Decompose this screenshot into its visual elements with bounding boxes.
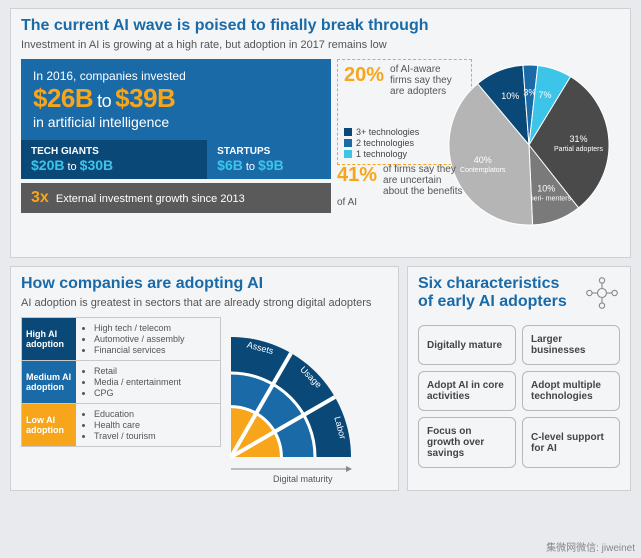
su-value: $6Bto$9B xyxy=(217,157,321,173)
legend-swatch xyxy=(344,128,352,136)
six-card: Digitally mature xyxy=(418,325,516,365)
tg-to: to xyxy=(64,161,79,173)
top-left-col: In 2016, companies invested $26Bto$39B i… xyxy=(21,59,331,249)
adopt-table: High AI adoptionHigh tech / telecomAutom… xyxy=(21,317,221,482)
radial-svg: AssetsUsageLabor xyxy=(223,317,388,477)
su-to: to xyxy=(243,161,258,173)
radial-chart: AssetsUsageLabor Digital maturity xyxy=(223,317,388,482)
invest-lead: In 2016, companies invested xyxy=(33,69,319,83)
external-growth-row: 3x External investment growth since 2013 xyxy=(21,183,331,213)
tg-value: $20Bto$30B xyxy=(31,157,197,173)
adopt-item: Media / entertainment xyxy=(94,377,216,387)
panel-six: Six characteristics of early AI adopters… xyxy=(407,266,631,491)
top-right-col: 20% of AI-aware firms say they are adopt… xyxy=(337,59,620,249)
adopt-item: Automotive / assembly xyxy=(94,334,216,344)
page-root: The current AI wave is poised to finally… xyxy=(0,0,641,507)
legend-swatch xyxy=(344,139,352,147)
adopt-item: CPG xyxy=(94,388,216,398)
tg-label: TECH GIANTS xyxy=(31,146,197,157)
adopt-subtitle: AI adoption is greatest in sectors that … xyxy=(21,297,388,309)
adopt-items: RetailMedia / entertainmentCPG xyxy=(76,361,220,403)
bottom-row: How companies are adopting AI AI adoptio… xyxy=(10,266,631,499)
six-card: Larger businesses xyxy=(522,325,620,365)
adopt-tag: High AI adoption xyxy=(22,318,76,360)
six-card: Focus on growth over savings xyxy=(418,417,516,468)
six-header: Six characteristics of early AI adopters xyxy=(418,275,620,315)
legend-swatch xyxy=(344,150,352,158)
adopt-item: Retail xyxy=(94,366,216,376)
adopt-tag: Low AI adoption xyxy=(22,404,76,446)
top-grid: In 2016, companies invested $26Bto$39B i… xyxy=(21,59,620,249)
investment-box: In 2016, companies invested $26Bto$39B i… xyxy=(21,59,331,140)
ext-text: External investment growth since 2013 xyxy=(56,193,245,205)
su-label: STARTUPS xyxy=(217,146,321,157)
six-card: Adopt multiple technologies xyxy=(522,371,620,411)
network-icon xyxy=(584,275,620,311)
six-title: Six characteristics of early AI adopters xyxy=(418,275,576,311)
six-card: C-level support for AI xyxy=(522,417,620,468)
pie-slice-label: 40% xyxy=(474,155,492,165)
pie-slice-label: 10% xyxy=(537,183,555,193)
adopt-row: Medium AI adoptionRetailMedia / entertai… xyxy=(21,360,221,404)
adopt-tag: Medium AI adoption xyxy=(22,361,76,403)
su-low: $6B xyxy=(217,157,243,173)
pie-slice-label: 10% xyxy=(501,91,519,101)
pie-slice-label: 7% xyxy=(538,90,551,100)
tech-giants-box: TECH GIANTS $20Bto$30B xyxy=(21,140,207,179)
adopt-title: How companies are adopting AI xyxy=(21,275,388,293)
invest-low: $26B xyxy=(33,83,93,113)
adopt-row: High AI adoptionHigh tech / telecomAutom… xyxy=(21,317,221,361)
watermark: 集微网微信: jiweinet xyxy=(546,539,635,554)
legend-label: 1 technology xyxy=(356,149,407,159)
tg-high: $30B xyxy=(80,157,113,173)
invest-amount: $26Bto$39B xyxy=(33,83,319,114)
callout-41pct: 41% of firms say they are uncertain abou… xyxy=(337,164,467,208)
callout20-pct: 20% xyxy=(344,64,384,87)
adopt-items: High tech / telecomAutomotive / assembly… xyxy=(76,318,220,360)
adopt-item: Education xyxy=(94,409,216,419)
adopt-items: EducationHealth careTravel / tourism xyxy=(76,404,220,446)
invest-to: to xyxy=(93,91,115,111)
top-subtitle: Investment in AI is growing at a high ra… xyxy=(21,39,620,51)
split-row: TECH GIANTS $20Bto$30B STARTUPS $6Bto$9B xyxy=(21,140,331,179)
pie-chart: 10%3%7%31%Partial adopters10%Experi- men… xyxy=(439,55,624,245)
startups-box: STARTUPS $6Bto$9B xyxy=(207,140,331,179)
adopt-item: Health care xyxy=(94,420,216,430)
invest-tail: in artificial intelligence xyxy=(33,114,319,130)
invest-high: $39B xyxy=(115,83,175,113)
su-high: $9B xyxy=(258,157,284,173)
adopt-row: Low AI adoptionEducationHealth careTrave… xyxy=(21,403,221,447)
six-grid: Digitally matureLarger businessesAdopt A… xyxy=(418,325,620,468)
pie-slice-label: 31% xyxy=(570,134,588,144)
x-arrow-label: Digital maturity xyxy=(273,474,333,484)
legend-label: 3+ technologies xyxy=(356,127,419,137)
top-title: The current AI wave is poised to finally… xyxy=(21,17,620,35)
adopt-item: Financial services xyxy=(94,345,216,355)
adopt-wrap: High AI adoptionHigh tech / telecomAutom… xyxy=(21,317,388,482)
pie-svg: 10%3%7%31%Partial adopters10%Experi- men… xyxy=(439,55,624,240)
callout41-pct: 41% xyxy=(337,164,377,187)
panel-top: The current AI wave is poised to finally… xyxy=(10,8,631,258)
pie-slice-sublabel: Partial adopters xyxy=(554,146,604,153)
panel-adoption: How companies are adopting AI AI adoptio… xyxy=(10,266,399,491)
six-card: Adopt AI in core activities xyxy=(418,371,516,411)
legend-label: 2 technologies xyxy=(356,138,414,148)
adopt-item: High tech / telecom xyxy=(94,323,216,333)
tg-low: $20B xyxy=(31,157,64,173)
ext-mult: 3x xyxy=(31,189,53,206)
adopt-item: Travel / tourism xyxy=(94,431,216,441)
